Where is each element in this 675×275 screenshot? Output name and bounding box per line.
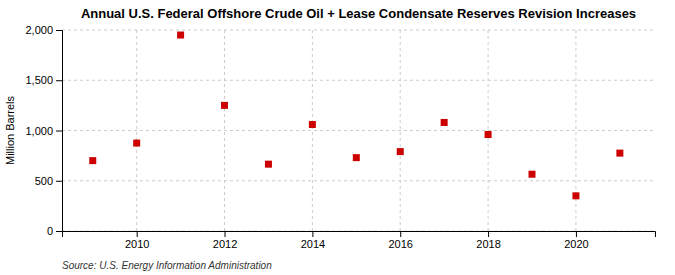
tick: 2,000 (25, 24, 62, 36)
y-axis: 0 500 1,000 1,500 2,000 (25, 24, 62, 237)
grid-line (62, 180, 655, 181)
grid (62, 30, 655, 231)
tick-mark (56, 131, 62, 132)
tick-label: 500 (35, 175, 53, 187)
tick: 2010 (125, 231, 149, 250)
grid-line (136, 30, 137, 231)
x-axis: 2010 2012 2014 2016 2018 2020 (63, 231, 656, 250)
tick-mark (576, 231, 577, 237)
axis-line (56, 31, 63, 232)
tick: 2018 (476, 231, 500, 250)
tick-mark (56, 231, 62, 232)
tick: 1,000 (25, 125, 62, 137)
tick-mark (225, 231, 226, 237)
tick-label: 2018 (476, 238, 500, 250)
tick: 500 (35, 175, 62, 187)
grid-line (224, 30, 225, 231)
tick-mark (137, 231, 138, 237)
tick-label: 2014 (301, 238, 325, 250)
grid-line (400, 30, 401, 231)
point (309, 121, 316, 128)
tick-label: 2,000 (25, 24, 53, 36)
grid-line (62, 30, 655, 31)
tick-label: 2020 (564, 238, 588, 250)
grid-line (575, 30, 576, 231)
tick-mark (400, 231, 401, 237)
y-axis-title: Million Barrels (4, 95, 16, 165)
tick-mark (488, 231, 489, 237)
plot: 2010 2012 2014 2016 2018 2020 0 500 1,000 1,500 2,… (25, 24, 655, 250)
tick: 0 (47, 225, 62, 237)
tick-mark (56, 181, 62, 182)
point (265, 161, 272, 168)
point (397, 148, 404, 155)
tick-label: 0 (47, 225, 53, 237)
point (177, 32, 184, 39)
tick-mark (56, 30, 62, 31)
tick-label: 2010 (125, 238, 149, 250)
grid-line (312, 30, 313, 231)
grid-line (62, 80, 655, 81)
tick: 2020 (564, 231, 588, 250)
tick-mark (312, 231, 313, 237)
point (529, 171, 536, 178)
tick-label: 2012 (213, 238, 237, 250)
chart: 2010 2012 2014 2016 2018 2020 0 500 1,000 1,500 2,… (0, 0, 675, 275)
points (89, 32, 623, 200)
point (485, 131, 492, 138)
axis-line (63, 232, 656, 238)
grid-line (488, 30, 489, 231)
tick-label: 1,000 (25, 125, 53, 137)
tick-mark (56, 80, 62, 81)
tick-label: 1,500 (25, 74, 53, 86)
point (572, 192, 579, 199)
grid-line (62, 130, 655, 131)
point (89, 157, 96, 164)
tick-label: 2016 (388, 238, 412, 250)
title: Annual U.S. Federal Offshore Crude Oil +… (81, 6, 636, 21)
tick: 2014 (301, 231, 325, 250)
point (353, 154, 360, 161)
point (441, 119, 448, 126)
point (221, 102, 228, 109)
point (616, 150, 623, 157)
tick: 2012 (213, 231, 237, 250)
tick: 1,500 (25, 74, 62, 86)
point (133, 140, 140, 147)
tick: 2016 (388, 231, 412, 250)
source-note: Source: U.S. Energy Information Administ… (62, 260, 272, 271)
